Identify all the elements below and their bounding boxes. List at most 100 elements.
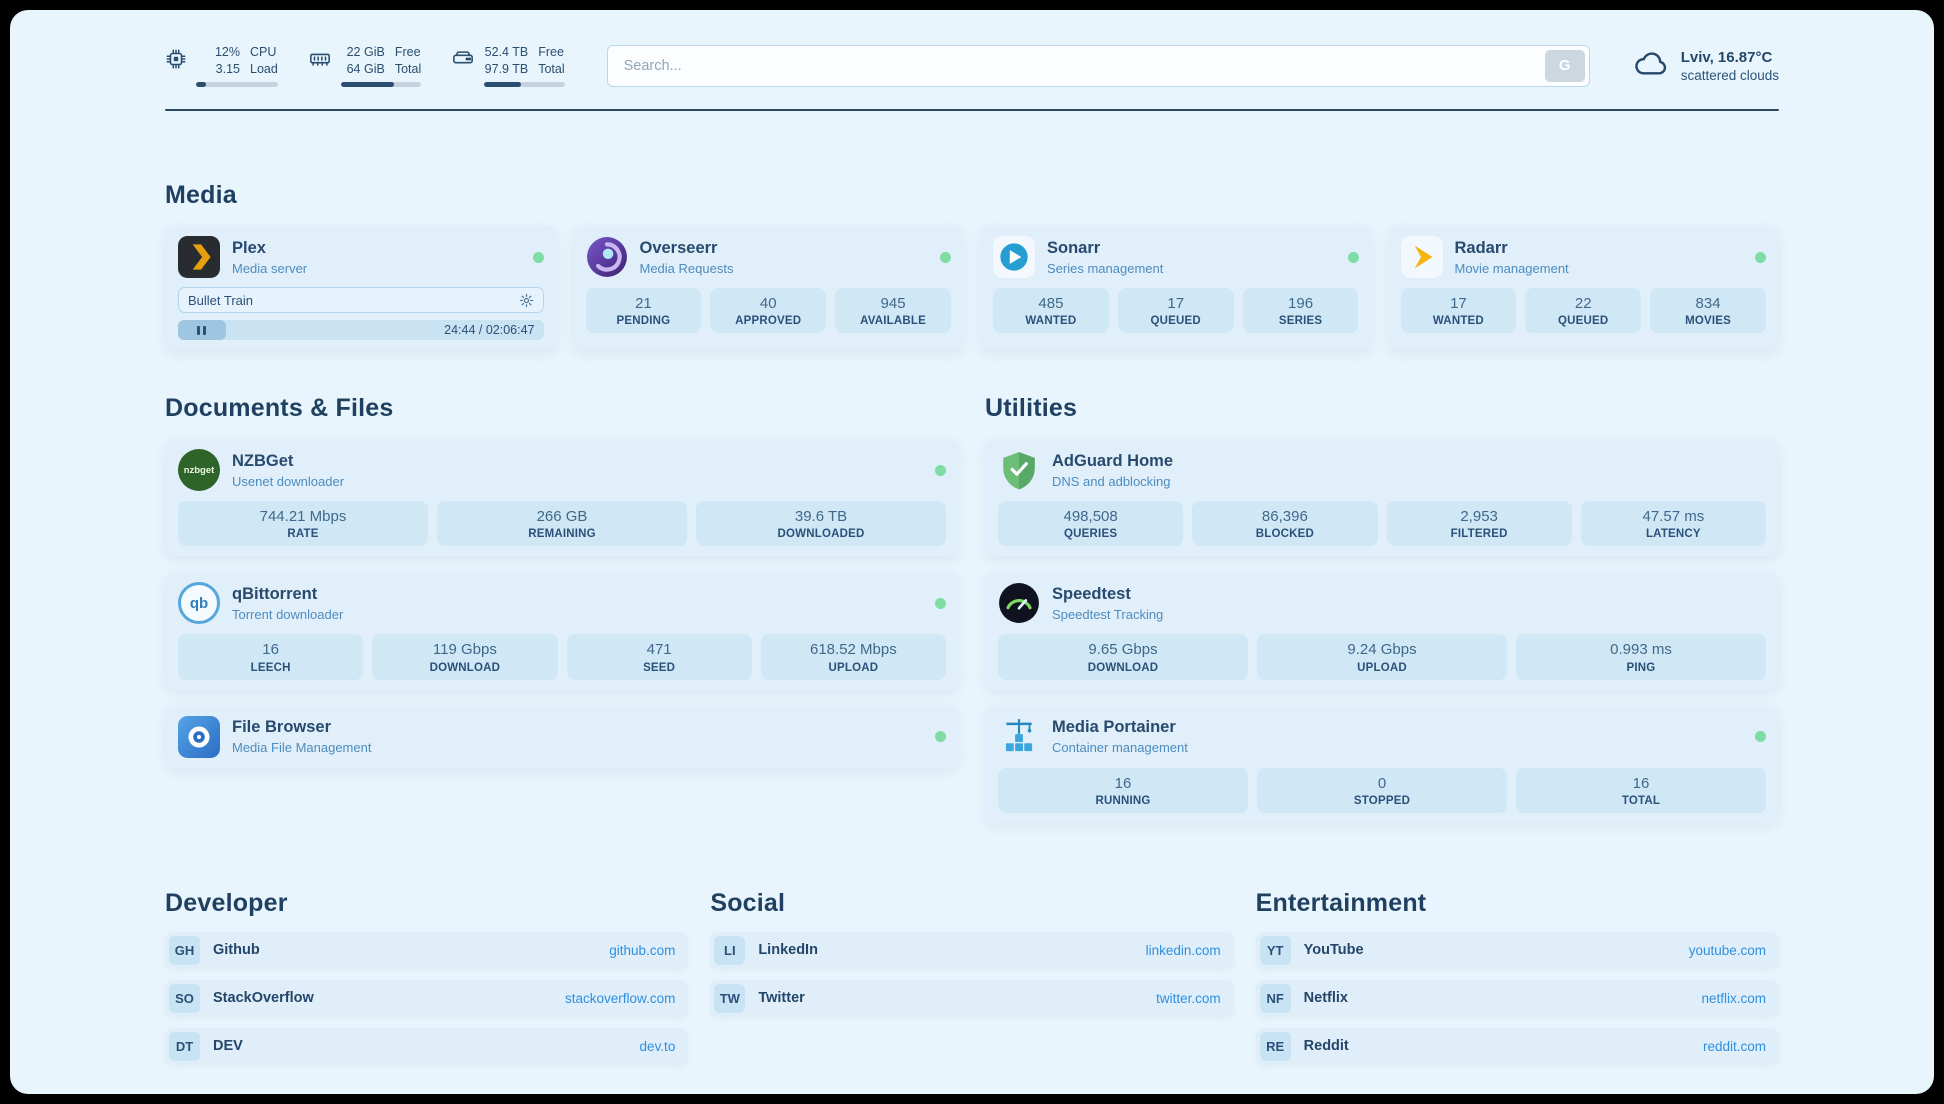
app-card-filebrowser: File Browser Media File Management [165, 705, 959, 768]
app-link-portainer[interactable]: Media Portainer Container management [998, 716, 1766, 758]
bookmark-twitter[interactable]: TW Twitter twitter.com [710, 979, 1234, 1017]
bookmark-url[interactable]: netflix.com [1701, 990, 1766, 1006]
bookmarks-social: Social LI LinkedIn linkedin.com TW Twitt… [710, 889, 1234, 1076]
stat-label: UPLOAD [1357, 661, 1407, 674]
disk-progress-bar [484, 82, 565, 87]
memory-icon [308, 48, 332, 70]
nzbget-icon: nzbget [178, 449, 220, 491]
bookmark-netflix[interactable]: NF Netflix netflix.com [1255, 979, 1779, 1017]
stat-label: BLOCKED [1255, 528, 1314, 541]
gear-icon[interactable] [519, 293, 534, 308]
app-link-plex[interactable]: Plex Media server [178, 236, 544, 278]
stat-label: SERIES [1278, 315, 1323, 328]
search-input[interactable] [606, 44, 1590, 87]
weather-condition: scattered clouds [1680, 67, 1779, 83]
bookmark-url[interactable]: twitter.com [1156, 990, 1221, 1006]
search-engine-button[interactable]: G [1544, 49, 1585, 82]
app-card-qbittorrent: qb qBittorrent Torrent downloader 16 LEE… [165, 572, 959, 690]
weather-widget: Lviv, 16.87°C scattered clouds [1632, 47, 1779, 84]
bookmark-url[interactable]: stackoverflow.com [565, 990, 676, 1006]
stat-value: 266 GB [536, 508, 588, 525]
stat-value: 21 [635, 295, 652, 312]
portainer-icon [998, 716, 1040, 758]
bookmark-dev[interactable]: DT DEV dev.to [165, 1027, 689, 1065]
bookmark-name: Twitter [758, 990, 805, 1007]
bookmark-url[interactable]: youtube.com [1688, 942, 1766, 958]
qbittorrent-icon: qb [178, 582, 220, 625]
app-subtitle: Media File Management [232, 740, 372, 755]
stat-value: 16 [1632, 774, 1650, 792]
stat-value: 17 [1450, 295, 1467, 312]
stat-box: 22 QUEUED [1525, 288, 1642, 334]
stats-row: 16 LEECH 119 Gbps DOWNLOAD 471 SEED 61 [178, 634, 946, 680]
bookmark-badge: TW [714, 983, 746, 1013]
app-card-radarr: Radarr Movie management 17 WANTED 22 QUE… [1387, 226, 1779, 350]
app-link-nzbget[interactable]: nzbget NZBGet Usenet downloader [178, 449, 946, 491]
cpu-usage-value: 12% [214, 45, 240, 59]
bookmark-url[interactable]: github.com [609, 942, 676, 958]
bookmark-badge: SO [169, 983, 200, 1013]
section-title-developer: Developer [165, 888, 288, 917]
app-name: Sonarr [1047, 238, 1101, 257]
header-divider [165, 109, 1779, 111]
cpu-progress-bar [196, 82, 278, 87]
adguard-icon [998, 449, 1040, 491]
stats-row: 16 RUNNING 0 STOPPED 16 TOTAL [998, 767, 1766, 813]
stat-value: 16 [262, 641, 279, 659]
stat-label: RATE [287, 528, 319, 541]
stat-box: 17 WANTED [1400, 288, 1517, 334]
ram-free-label: Free [394, 45, 421, 59]
stat-box: 0 STOPPED [1257, 767, 1507, 813]
stat-box: 86,396 BLOCKED [1192, 501, 1378, 547]
stat-value: 39.6 TB [794, 508, 848, 525]
disk-stats: 52.4 TB 97.9 TB Free Total [484, 44, 565, 87]
app-link-filebrowser[interactable]: File Browser Media File Management [178, 715, 946, 758]
bookmark-list: YT YouTube youtube.com NF Netflix netfli… [1255, 931, 1779, 1065]
app-meta: Sonarr Series management [1047, 239, 1163, 276]
stat-value: 2,953 [1460, 508, 1498, 525]
weather-text: Lviv, 16.87°C scattered clouds [1681, 49, 1779, 83]
app-link-speedtest[interactable]: Speedtest Speedtest Tracking [998, 582, 1766, 624]
app-name: NZBGet [232, 451, 294, 470]
bookmark-linkedin[interactable]: LI LinkedIn linkedin.com [710, 931, 1234, 969]
stat-label: LEECH [250, 661, 291, 674]
stat-value: 47.57 ms [1642, 508, 1705, 525]
bookmark-url[interactable]: dev.to [639, 1038, 676, 1054]
bookmark-name: Reddit [1303, 1038, 1349, 1055]
app-link-sonarr[interactable]: Sonarr Series management [993, 236, 1359, 278]
ram-widget: 22 GiB 64 GiB Free Total [308, 44, 422, 87]
bookmark-stackoverflow[interactable]: SO StackOverflow stackoverflow.com [165, 979, 689, 1017]
stat-value: 945 [880, 295, 906, 312]
bookmark-reddit[interactable]: RE Reddit reddit.com [1255, 1027, 1779, 1065]
stat-value: 9.65 Gbps [1088, 641, 1158, 659]
bookmark-url[interactable]: linkedin.com [1145, 942, 1221, 958]
stat-box: 17 QUEUED [1117, 288, 1234, 334]
weather-location: Lviv, 16.87°C [1680, 48, 1773, 66]
app-name: AdGuard Home [1052, 451, 1174, 470]
cpu-chip-icon [165, 48, 187, 70]
status-indicator [532, 251, 544, 263]
sonarr-icon [993, 236, 1035, 278]
app-link-radarr[interactable]: Radarr Movie management [1400, 236, 1766, 278]
ram-free-value: 22 GiB [346, 45, 385, 59]
app-link-overseerr[interactable]: Overseerr Media Requests [586, 236, 951, 278]
stat-label: TOTAL [1621, 794, 1661, 807]
bookmark-list: GH Github github.com SO StackOverflow st… [165, 931, 689, 1065]
app-link-qbittorrent[interactable]: qb qBittorrent Torrent downloader [178, 582, 946, 625]
app-card-speedtest: Speedtest Speedtest Tracking 9.65 Gbps D… [985, 572, 1779, 690]
app-meta: NZBGet Usenet downloader [232, 452, 344, 489]
bookmark-url[interactable]: reddit.com [1702, 1038, 1766, 1054]
app-name: Speedtest [1052, 584, 1131, 603]
utilities-column: Utilities AdGuard Home [985, 394, 1779, 823]
stat-value: 196 [1288, 295, 1314, 312]
bookmark-youtube[interactable]: YT YouTube youtube.com [1255, 931, 1779, 969]
playback-progress-bar[interactable]: 24:44 / 02:06:47 [178, 320, 544, 340]
playback-time: 24:44 / 02:06:47 [444, 323, 535, 337]
pause-button[interactable] [178, 320, 226, 340]
app-link-adguard[interactable]: AdGuard Home DNS and adblocking [998, 449, 1766, 491]
filebrowser-icon [178, 715, 220, 758]
ram-progress-bar [340, 82, 422, 87]
section-title-media: Media [165, 181, 237, 209]
status-indicator [935, 731, 946, 742]
bookmark-github[interactable]: GH Github github.com [165, 931, 689, 969]
